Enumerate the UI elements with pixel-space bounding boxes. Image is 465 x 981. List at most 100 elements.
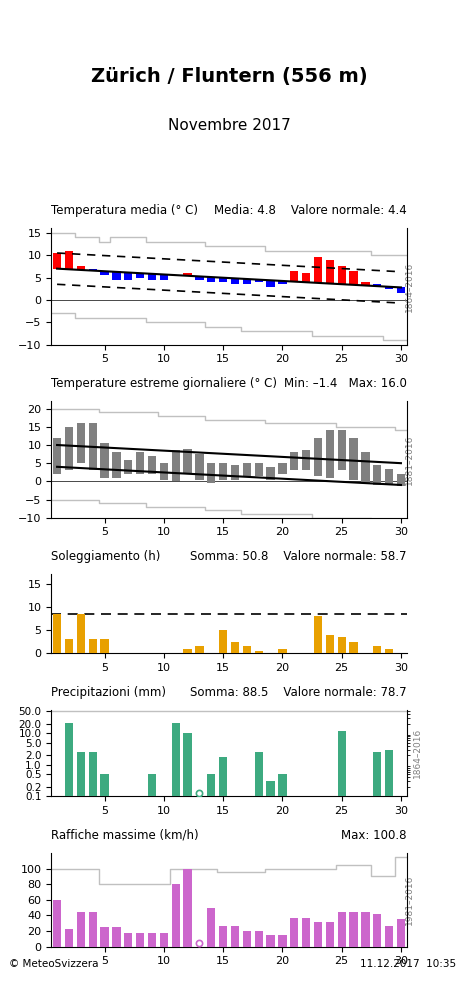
Bar <box>243 646 251 653</box>
Bar <box>65 723 73 981</box>
Bar <box>349 912 358 947</box>
Bar <box>207 277 215 283</box>
Bar <box>373 646 381 653</box>
Y-axis label: 1981–2016: 1981–2016 <box>405 875 414 925</box>
Bar <box>266 467 275 480</box>
Text: Temperature estreme giornaliere (° C): Temperature estreme giornaliere (° C) <box>51 378 277 390</box>
Bar <box>183 868 192 947</box>
Bar <box>385 749 393 981</box>
Bar <box>53 253 61 269</box>
Bar <box>136 452 144 474</box>
Bar <box>195 646 204 653</box>
Bar <box>172 884 180 947</box>
Bar <box>148 456 156 474</box>
Bar <box>219 463 227 480</box>
Bar <box>136 933 144 947</box>
Bar <box>207 907 215 947</box>
Bar <box>183 648 192 653</box>
Y-axis label: 1864–2016: 1864–2016 <box>412 728 422 778</box>
Bar <box>361 452 370 484</box>
Bar <box>302 450 310 471</box>
Bar <box>100 640 109 653</box>
Bar <box>112 272 120 280</box>
Bar <box>243 279 251 284</box>
Bar <box>77 614 85 653</box>
Bar <box>65 929 73 947</box>
Bar <box>65 427 73 471</box>
Bar <box>314 257 322 283</box>
Bar <box>159 933 168 947</box>
Bar <box>338 431 346 471</box>
Bar <box>77 912 85 947</box>
Text: Media: 4.8    Valore normale: 4.4: Media: 4.8 Valore normale: 4.4 <box>214 204 407 217</box>
Bar <box>159 463 168 480</box>
Bar <box>385 648 393 653</box>
Text: Somma: 88.5    Valore normale: 78.7: Somma: 88.5 Valore normale: 78.7 <box>190 686 407 698</box>
Bar <box>207 774 215 981</box>
Text: Raffiche massime (km/h): Raffiche massime (km/h) <box>51 829 199 842</box>
Y-axis label: 1864–2016: 1864–2016 <box>405 261 414 312</box>
Bar <box>88 752 97 981</box>
Bar <box>278 463 286 474</box>
Bar <box>77 423 85 463</box>
Bar <box>243 931 251 947</box>
Bar <box>254 752 263 981</box>
Bar <box>159 274 168 280</box>
Bar <box>219 630 227 653</box>
Bar <box>207 463 215 484</box>
Bar <box>136 273 144 278</box>
Bar <box>100 443 109 478</box>
Bar <box>302 273 310 283</box>
Bar <box>349 642 358 653</box>
Bar <box>338 912 346 947</box>
Bar <box>77 752 85 981</box>
Text: Precipitazioni (mm): Precipitazioni (mm) <box>51 686 166 698</box>
Bar <box>385 469 393 485</box>
Text: Min: –1.4   Max: 16.0: Min: –1.4 Max: 16.0 <box>284 378 407 390</box>
Bar <box>266 935 275 947</box>
Text: 11.12.2017  10:35: 11.12.2017 10:35 <box>359 959 456 969</box>
Bar <box>349 438 358 480</box>
Text: Zürich / Fluntern (556 m): Zürich / Fluntern (556 m) <box>91 67 367 86</box>
Bar <box>338 267 346 284</box>
Bar <box>338 731 346 981</box>
Bar <box>183 448 192 474</box>
Bar <box>77 267 85 270</box>
Bar <box>278 774 286 981</box>
Bar <box>124 459 133 474</box>
Text: © MeteoSvizzera: © MeteoSvizzera <box>9 959 99 969</box>
Bar <box>385 925 393 947</box>
Bar <box>361 912 370 947</box>
Bar <box>53 614 61 653</box>
Bar <box>183 733 192 981</box>
Bar <box>231 642 239 653</box>
Bar <box>100 271 109 276</box>
Bar <box>338 637 346 653</box>
Bar <box>100 774 109 981</box>
Bar <box>373 752 381 981</box>
Bar <box>88 640 97 653</box>
Bar <box>361 283 370 285</box>
Bar <box>326 260 334 284</box>
Bar <box>302 918 310 947</box>
Bar <box>314 922 322 947</box>
Bar <box>326 431 334 478</box>
Bar <box>183 273 192 276</box>
Bar <box>314 616 322 653</box>
Bar <box>349 271 358 284</box>
Text: Somma: 50.8    Valore normale: 58.7: Somma: 50.8 Valore normale: 58.7 <box>190 550 407 563</box>
Bar <box>124 933 133 947</box>
Bar <box>112 927 120 947</box>
Bar <box>254 931 263 947</box>
Bar <box>65 251 73 269</box>
Bar <box>290 452 299 471</box>
Bar <box>172 450 180 482</box>
Bar <box>65 640 73 653</box>
Text: Temperatura media (° C): Temperatura media (° C) <box>51 204 198 217</box>
Bar <box>53 900 61 947</box>
Bar <box>278 281 286 284</box>
Bar <box>314 438 322 476</box>
Bar <box>195 454 204 480</box>
Bar <box>254 280 263 283</box>
Bar <box>397 474 405 487</box>
